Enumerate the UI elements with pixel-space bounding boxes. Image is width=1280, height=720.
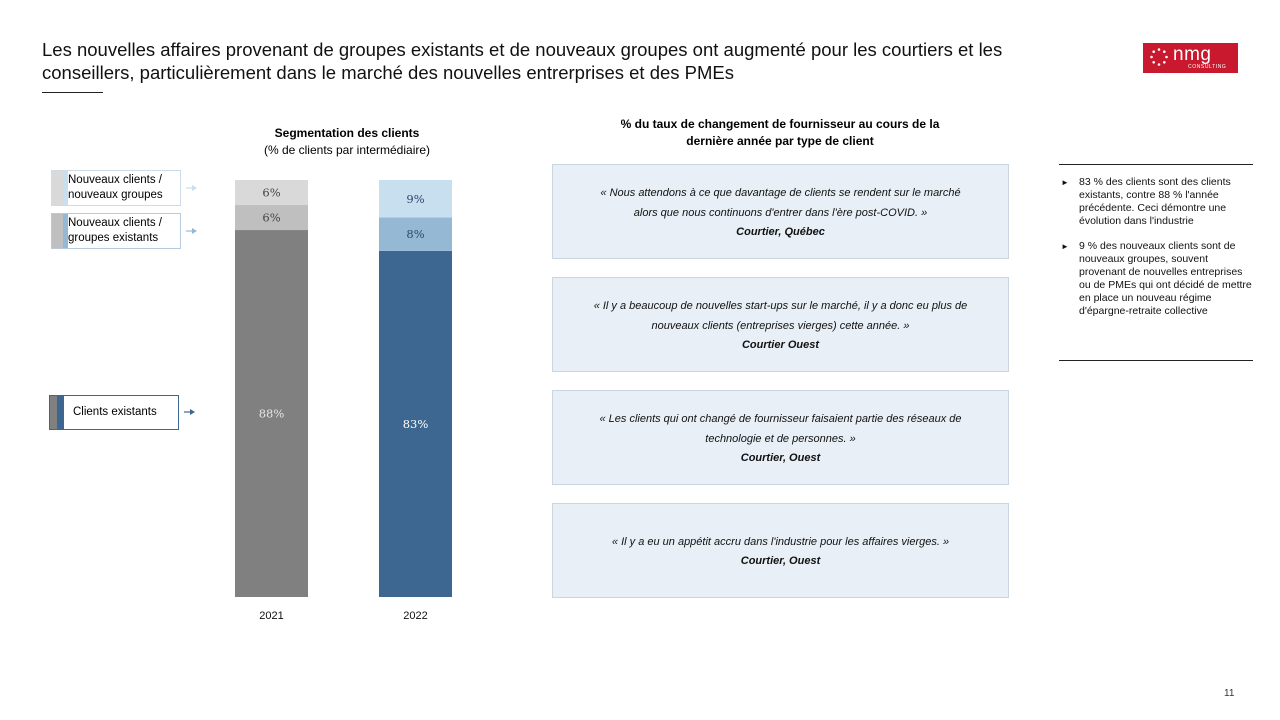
quote-line: nouveaux clients (entreprises vierges) c… bbox=[651, 319, 910, 332]
legend-new-groups-line1: Nouveaux clients / bbox=[68, 174, 162, 186]
legend-swatch-gray bbox=[50, 396, 57, 429]
quote-line: « Il y a beaucoup de nouvelles start-ups… bbox=[593, 299, 968, 312]
bar-segment-2022-2 bbox=[379, 217, 452, 251]
bar-segment-2021-2 bbox=[235, 205, 308, 231]
legend-arrow-head-icon bbox=[192, 185, 197, 191]
x-tick-label: 2022 bbox=[403, 610, 427, 622]
quotes-section-title: % du taux de changement de fournisseur a… bbox=[580, 116, 980, 150]
data-label: 8% bbox=[406, 227, 424, 241]
quote-source: Courtier, Ouest bbox=[740, 451, 821, 464]
insight-text: 83 % des clients sont des clients exista… bbox=[1079, 176, 1231, 227]
legend-existing-groups: Nouveaux clients / groupes existants bbox=[51, 213, 181, 249]
slide-title: Les nouvelles affaires provenant de grou… bbox=[42, 39, 1003, 83]
insight-item: ► 9 % des nouveaux clients sont de nouve… bbox=[1059, 240, 1253, 318]
data-label: 83% bbox=[403, 417, 429, 431]
insights-panel: ► 83 % des clients sont des clients exis… bbox=[1059, 164, 1253, 361]
quote-line: « Il y a eu un appétit accru dans l'indu… bbox=[611, 535, 950, 548]
legend-existing-clients: Clients existants bbox=[49, 395, 179, 430]
bar-segment-2022-1 bbox=[379, 250, 452, 597]
bullet-arrow-icon: ► bbox=[1061, 178, 1069, 187]
page-number: 11 bbox=[1224, 688, 1235, 699]
legend-new-groups: Nouveaux clients / nouveaux groupes bbox=[51, 170, 181, 206]
chart-subtitle: (% de clients par intermédiaire) bbox=[263, 143, 431, 157]
x-tick-label: 2021 bbox=[259, 610, 283, 622]
legend-existing-groups-line2: groupes existants bbox=[68, 232, 159, 244]
data-label: 6% bbox=[262, 186, 280, 200]
logo-dots-icon bbox=[1150, 48, 1168, 66]
legend-new-groups-line2: nouveaux groupes bbox=[68, 189, 163, 201]
insight-text: 9 % des nouveaux clients sont de nouveau… bbox=[1079, 240, 1252, 317]
logo-subtext: CONSULTING bbox=[1188, 64, 1227, 70]
legend-arrow-head-icon bbox=[192, 228, 197, 234]
legend-existing-groups-line1: Nouveaux clients / bbox=[68, 217, 162, 229]
bar-segment-2021-1 bbox=[235, 230, 308, 598]
nmg-logo: nmg CONSULTING bbox=[1143, 43, 1238, 73]
title-underline bbox=[42, 92, 103, 93]
insight-item: ► 83 % des clients sont des clients exis… bbox=[1059, 176, 1253, 228]
quote-card: « Les clients qui ont changé de fourniss… bbox=[552, 390, 1009, 485]
legend-swatch-gray bbox=[52, 171, 63, 205]
quote-source: Courtier Ouest bbox=[741, 338, 819, 351]
quote-line: « Nous attendons à ce que davantage de c… bbox=[600, 186, 961, 199]
quote-card: « Il y a beaucoup de nouvelles start-ups… bbox=[552, 277, 1009, 372]
legend-swatch-blue bbox=[63, 171, 68, 205]
bullet-arrow-icon: ► bbox=[1061, 242, 1069, 251]
data-label: 9% bbox=[406, 192, 424, 206]
quote-source: Courtier, Québec bbox=[736, 225, 825, 238]
legend-existing-label: Clients existants bbox=[73, 406, 157, 418]
chart-title: Segmentation des clients bbox=[274, 126, 420, 140]
bar-segment-2021-3 bbox=[235, 180, 308, 206]
quotes-title-line1: % du taux de changement de fournisseur a… bbox=[620, 117, 940, 131]
logo-text: nmg bbox=[1173, 44, 1212, 65]
data-label: 88% bbox=[259, 407, 285, 421]
quote-line: « Les clients qui ont changé de fourniss… bbox=[599, 412, 962, 425]
quote-line: technologie et de personnes. » bbox=[705, 432, 856, 445]
quote-card: « Il y a eu un appétit accru dans l'indu… bbox=[552, 503, 1009, 598]
legend-swatch-blue bbox=[57, 396, 64, 429]
quote-source: Courtier, Ouest bbox=[740, 554, 821, 567]
bar-segment-2022-3 bbox=[379, 180, 452, 218]
quote-card: « Nous attendons à ce que davantage de c… bbox=[552, 164, 1009, 259]
legend-swatch-blue bbox=[63, 214, 68, 248]
data-label: 6% bbox=[262, 211, 280, 225]
legend-arrow-head-icon bbox=[190, 409, 195, 415]
quotes-title-line2: dernière année par type de client bbox=[686, 134, 874, 148]
legend-swatch-gray bbox=[52, 214, 63, 248]
chart-title-block: Segmentation des clients (% de clients p… bbox=[222, 125, 472, 159]
quote-line: alors que nous continuons d'entrer dans … bbox=[633, 206, 928, 219]
